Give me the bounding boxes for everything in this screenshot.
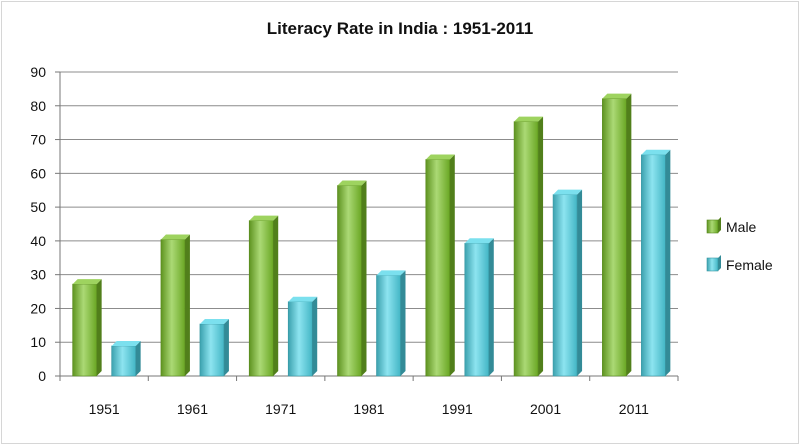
bar-front <box>425 159 451 377</box>
bar-top <box>337 180 367 186</box>
bar-female-1971 <box>287 296 318 377</box>
bar-top <box>72 279 102 285</box>
bar-front <box>248 220 274 377</box>
bar-top <box>249 215 279 221</box>
y-tick-label: 0 <box>38 368 46 384</box>
bar-front <box>464 242 490 377</box>
legend-item-male: Male <box>706 217 757 235</box>
bar-side <box>312 296 318 376</box>
bar-male-1951 <box>72 279 102 377</box>
bar-side <box>361 180 367 376</box>
y-tick-label: 50 <box>30 199 46 215</box>
y-tick-label: 70 <box>30 132 46 148</box>
bar-side <box>96 279 102 376</box>
bar-side <box>626 93 632 376</box>
bar-male-1971 <box>248 215 279 377</box>
bar-side <box>400 270 406 376</box>
legend-label: Male <box>726 219 757 235</box>
bar-side <box>665 149 671 376</box>
x-tick-label: 2011 <box>619 401 649 417</box>
y-tick-label: 60 <box>30 165 46 181</box>
bar-female-1961 <box>199 318 229 377</box>
bar-top <box>111 340 141 346</box>
bar-female-1991 <box>464 238 494 377</box>
bar-male-2011 <box>602 93 632 377</box>
legend-swatch-side <box>718 255 721 271</box>
bar-female-2001 <box>552 189 583 377</box>
y-tick-label: 30 <box>30 267 46 283</box>
bar-female-1981 <box>376 270 406 377</box>
legend-label: Female <box>726 257 773 273</box>
y-tick-label: 40 <box>30 233 46 249</box>
bar-top <box>514 116 544 122</box>
bar-front <box>160 239 186 377</box>
x-tick-label: 1951 <box>89 401 120 417</box>
bar-side <box>577 189 583 376</box>
bar-female-1951 <box>111 340 141 377</box>
bar-front <box>111 345 136 377</box>
bar-top <box>288 296 318 302</box>
x-tick-label: 1961 <box>177 401 208 417</box>
x-tick-label: 1991 <box>442 401 473 417</box>
bar-side <box>538 116 544 377</box>
y-tick-label: 20 <box>30 300 46 316</box>
bar-top <box>160 234 190 240</box>
legend-swatch <box>706 257 719 272</box>
bar-front <box>602 98 627 377</box>
bar-top <box>553 189 583 195</box>
bar-front <box>641 154 666 377</box>
bar-top <box>376 270 406 276</box>
legend-swatch-side <box>718 217 721 233</box>
bar-side <box>488 238 494 376</box>
bar-top <box>641 149 671 155</box>
y-tick-label: 10 <box>30 334 46 350</box>
bar-side <box>273 215 279 376</box>
chart-title: Literacy Rate in India : 1951-2011 <box>266 19 534 38</box>
bar-front <box>287 301 313 377</box>
bar-top <box>199 318 229 324</box>
bar-male-1991 <box>425 154 455 377</box>
legend-swatch <box>706 219 719 234</box>
bar-front <box>376 275 401 377</box>
bar-side <box>184 234 190 376</box>
y-tick-label: 80 <box>30 98 46 114</box>
bar-side <box>223 318 229 376</box>
bar-female-2011 <box>641 149 671 377</box>
legend-item-female: Female <box>706 255 773 273</box>
bar-front <box>72 283 97 377</box>
bar-top <box>425 154 455 160</box>
bar-front <box>513 121 539 377</box>
bar-front <box>199 323 225 377</box>
bar-front <box>552 194 578 377</box>
y-tick-label: 90 <box>30 64 46 80</box>
bar-front <box>337 185 362 377</box>
x-tick-label: 2001 <box>530 401 561 417</box>
bar-male-2001 <box>513 116 544 377</box>
bar-top <box>602 93 632 99</box>
x-tick-label: 1971 <box>265 401 296 417</box>
bar-male-1961 <box>160 234 190 377</box>
x-tick-label: 1981 <box>353 401 384 417</box>
bar-side <box>135 340 141 376</box>
bar-top <box>464 238 494 244</box>
bar-side <box>449 154 455 376</box>
bar-male-1981 <box>337 180 367 377</box>
